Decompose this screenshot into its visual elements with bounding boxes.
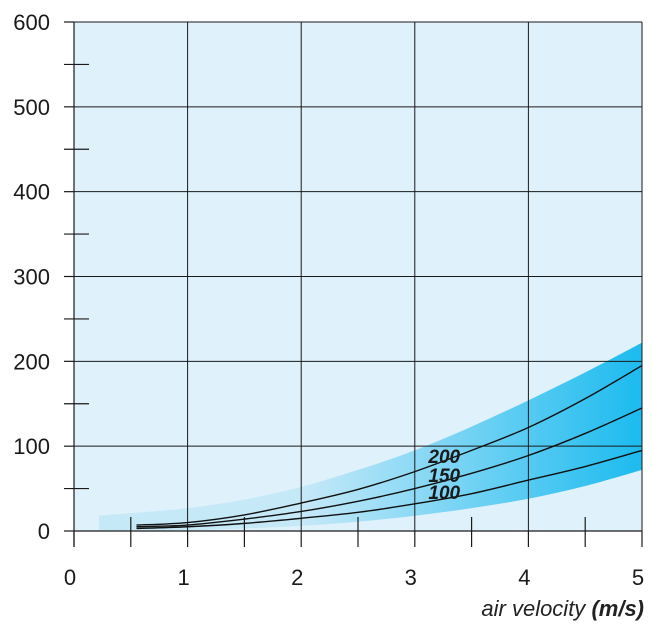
curve-150 <box>136 407 643 528</box>
x-axis-title: air velocity (m/s) <box>481 596 644 622</box>
x-tick-label: 3 <box>405 565 417 590</box>
y-tick-label: 200 <box>13 349 50 374</box>
curve-label-150: 150 <box>428 466 460 487</box>
y-tick-label: 0 <box>38 519 50 544</box>
y-tick-label: 400 <box>13 180 50 205</box>
curve-label-200: 200 <box>427 447 460 468</box>
x-tick-label: 2 <box>291 565 303 590</box>
curve-label-100: 100 <box>428 483 460 504</box>
y-tick-label: 300 <box>13 265 50 290</box>
x-tick-label: 5 <box>632 565 644 590</box>
x-axis-unit: (m/s) <box>591 596 644 621</box>
x-tick-label: 4 <box>518 565 530 590</box>
curves <box>136 364 643 530</box>
axes: 0 100 200 300 400 500 600 0 1 2 3 4 5 <box>13 10 644 590</box>
y-tick-label: 500 <box>13 95 50 120</box>
curve-100 <box>136 449 643 530</box>
curve-200 <box>136 364 643 526</box>
y-tick-label: 100 <box>13 434 50 459</box>
x-tick-label: 0 <box>64 565 76 590</box>
y-tick-label: 600 <box>13 10 50 35</box>
x-tick-label: 1 <box>177 565 189 590</box>
x-axis-label: air velocity <box>481 596 586 621</box>
confidence-band <box>98 342 642 531</box>
